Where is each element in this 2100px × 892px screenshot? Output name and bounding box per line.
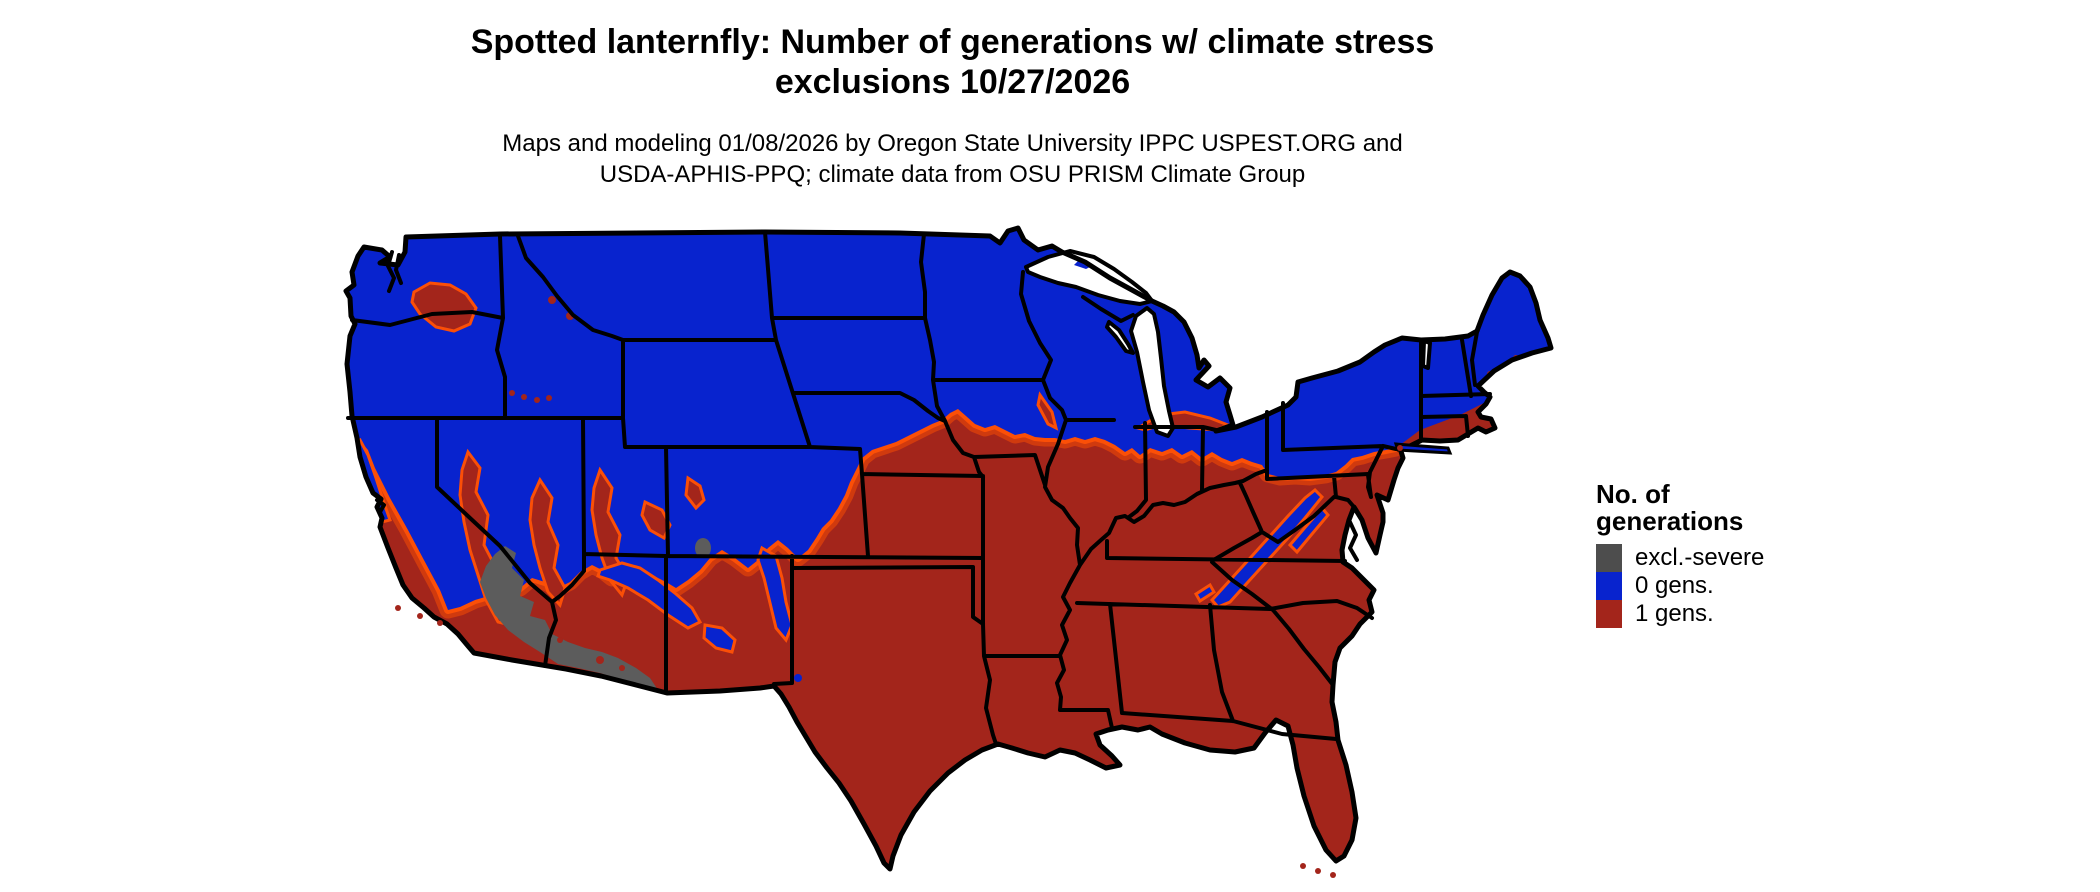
lake-champlain	[1421, 339, 1432, 370]
legend-title-line2: generations	[1596, 506, 1744, 536]
new-mexico-rockies-patch	[756, 545, 794, 643]
legend-swatch-1-gens	[1596, 600, 1622, 628]
legend-title-line1: No. of	[1596, 479, 1670, 509]
gray-region-red-speckles	[557, 637, 625, 671]
region-excl-severe	[480, 538, 711, 690]
map-subtitle-line1: Maps and modeling 01/08/2026 by Oregon S…	[502, 130, 1403, 157]
lake-superior	[1024, 249, 1154, 306]
legend-swatch-excl-severe	[1596, 544, 1622, 572]
region-0-gens	[346, 228, 1551, 610]
san-francisco-bay	[375, 498, 386, 514]
map-title: Spotted lanternfly: Number of generation…	[0, 22, 1905, 102]
legend-row-1-gens: 1 gens.	[1596, 600, 1764, 628]
legend-row-0-gens: 0 gens.	[1596, 572, 1764, 600]
puget-sound-inlets	[386, 250, 403, 293]
channel-islands	[395, 605, 443, 626]
map-title-line2: exclusions 10/27/2026	[774, 63, 1131, 101]
legend-swatch-0-gens	[1596, 572, 1622, 600]
map-subtitle: Maps and modeling 01/08/2026 by Oregon S…	[0, 128, 1905, 190]
green-bay	[1105, 320, 1135, 355]
florida-keys	[1300, 863, 1336, 878]
map-title-line1: Spotted lanternfly: Number of generation…	[470, 23, 1435, 61]
mogollon-rim-patch	[596, 561, 703, 630]
coastal-details	[375, 250, 1453, 878]
legend-label-excl-severe: excl.-severe	[1635, 544, 1765, 571]
great-basin-finger-east-nevada	[528, 476, 567, 608]
us-outline	[343, 225, 1554, 872]
long-island	[1393, 442, 1453, 455]
appalachian-ridge-patch-1	[1209, 487, 1325, 609]
appalachian-ridge-patch-3	[1193, 582, 1217, 604]
west-colorado-patch	[684, 475, 706, 511]
state-borders	[346, 230, 1492, 746]
legend-row-excl-severe: excl.-severe	[1596, 544, 1764, 572]
appalachian-ridge-patch-2	[1287, 505, 1330, 555]
gila-highlands-patch	[702, 623, 737, 654]
driftless-patch	[1036, 391, 1059, 431]
sonoran-mojave-gray-region	[480, 546, 658, 690]
legend: No. of generations excl.-severe 0 gens. …	[1596, 481, 1764, 628]
legend-label-1-gens: 1 gens.	[1635, 600, 1714, 627]
legend-rows: excl.-severe 0 gens. 1 gens.	[1596, 544, 1764, 628]
columbia-basin-patch	[410, 281, 478, 333]
canyonlands-patch	[640, 499, 672, 541]
san-luis-valley-gray-patch	[695, 538, 711, 558]
map-subtitle-line2: USDA-APHIS-PPQ; climate data from OSU PR…	[599, 161, 1306, 188]
legend-label-0-gens: 0 gens.	[1635, 572, 1714, 599]
long-island-west-red-fleck	[1397, 445, 1403, 451]
blue-highland-patches	[354, 438, 1330, 654]
isle-royale	[1074, 261, 1092, 269]
